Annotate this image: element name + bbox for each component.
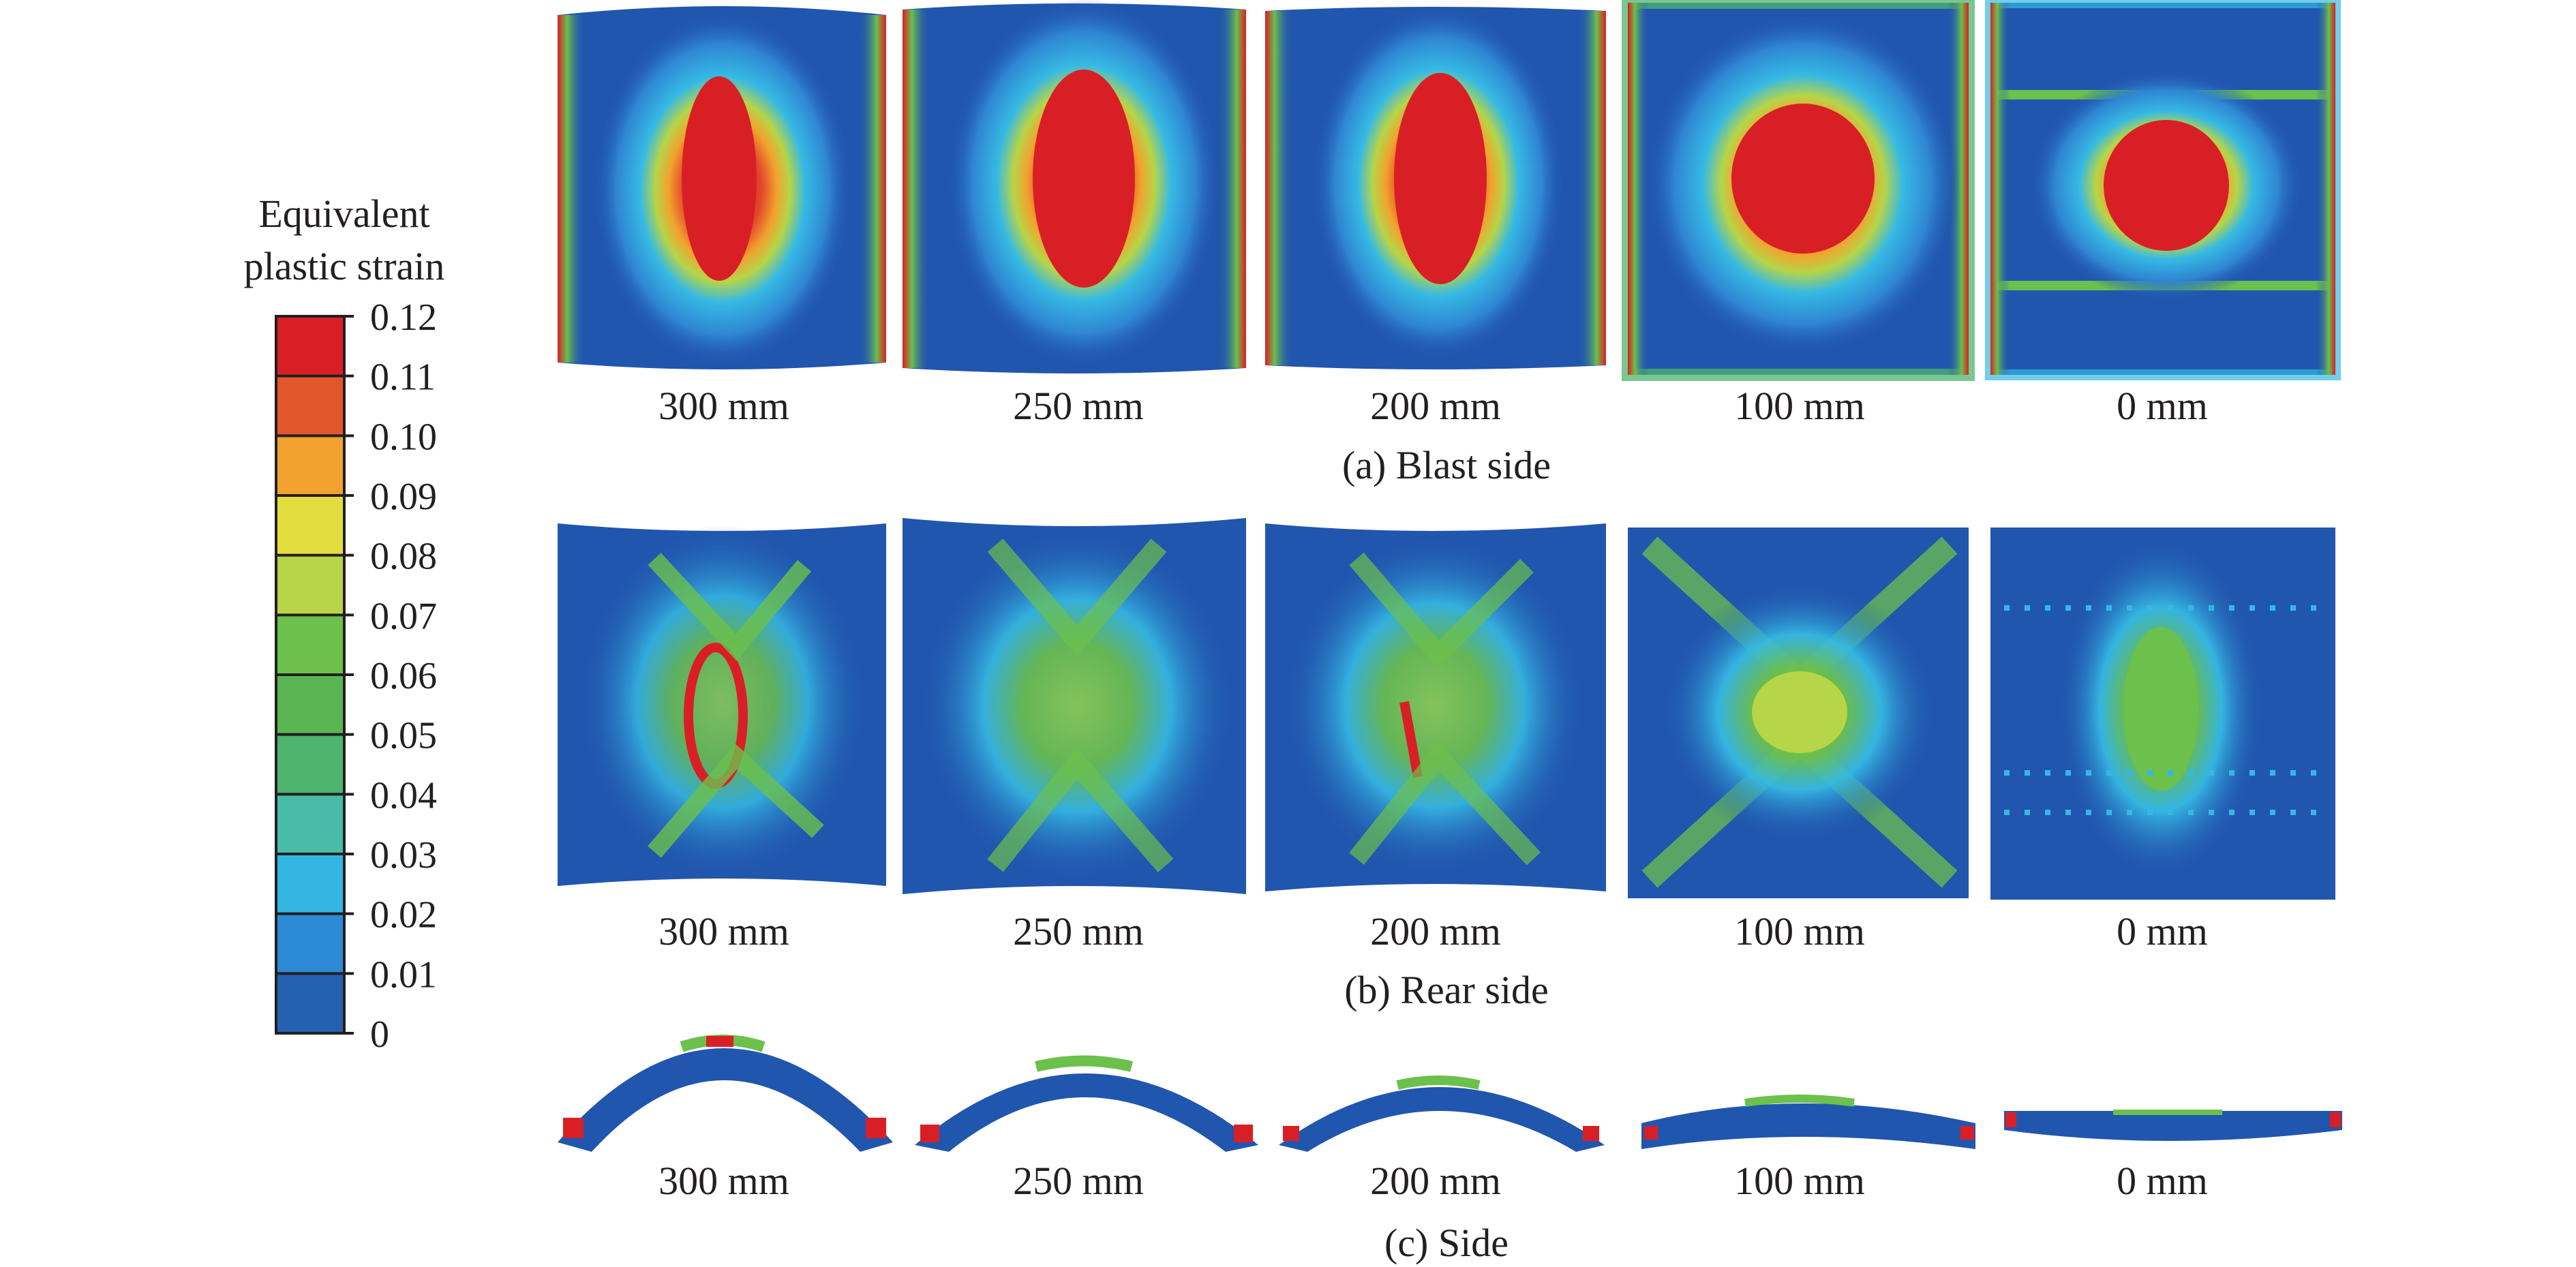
panel-label-rear: 100 mm [1734, 909, 1865, 953]
row-side-caption: (c) Side [1384, 1221, 1509, 1265]
blast-panel-100mm [1622, 0, 1975, 381]
legend-title-line1: Equivalent [258, 192, 429, 236]
panel-label-side: 100 mm [1734, 1159, 1865, 1203]
panel-label-side: 250 mm [1013, 1159, 1144, 1203]
row-side: 300 mm 250 mm 200 mm 100 mm 0 mm (c) Side [558, 1035, 2342, 1265]
legend-tick-label: 0 [370, 1013, 389, 1056]
legend-tick-label: 0.10 [370, 416, 437, 458]
side-panel-100mm [1641, 1095, 1975, 1149]
panel-label-side: 300 mm [658, 1159, 789, 1203]
panel-label-blast: 300 mm [658, 384, 789, 428]
blast-panel-300mm [558, 6, 886, 369]
rear-panel-250mm [903, 518, 1246, 894]
legend-band [276, 794, 344, 855]
row-blast-labels: 300 mm 250 mm 200 mm 100 mm 0 mm [658, 384, 2208, 428]
legend-ticks: 0.12 0.11 0.10 0.09 0.08 0.07 0.06 0.05 0.04 0.03… [276, 296, 437, 1056]
blast-panel-250mm [903, 0, 1246, 373]
rear-panel-300mm [558, 523, 886, 886]
legend-tick-label: 0.06 [370, 655, 437, 697]
legend-band [276, 555, 344, 615]
blast-panel-200mm [1265, 5, 1606, 369]
legend-band [276, 734, 344, 795]
row-rear-caption: (b) Rear side [1344, 968, 1549, 1012]
legend-band [276, 495, 344, 556]
legend-band [276, 436, 344, 496]
side-panel-200mm [1279, 1075, 1605, 1152]
panel-label-rear: 250 mm [1013, 909, 1144, 953]
panel-label-rear: 300 mm [658, 909, 789, 953]
legend-band [276, 316, 344, 377]
legend-color-bar [276, 316, 344, 1034]
panel-label-rear: 200 mm [1370, 909, 1501, 953]
side-panel-250mm [915, 1055, 1258, 1152]
legend-tick-label: 0.12 [370, 296, 437, 339]
legend-tick-label: 0.02 [370, 894, 437, 936]
legend-tick-label: 0.01 [370, 953, 437, 996]
panel-label-side: 200 mm [1370, 1159, 1501, 1203]
legend-tick-label: 0.11 [370, 356, 436, 399]
side-panel-300mm [558, 1035, 893, 1152]
panel-label-blast: 0 mm [2117, 384, 2208, 428]
legend-band [276, 615, 344, 675]
rear-panel-100mm [1628, 528, 1969, 898]
legend-band [276, 854, 344, 915]
legend-title-line2: plastic strain [244, 244, 445, 288]
legend-tick-label: 0.09 [370, 476, 437, 518]
row-rear-side: 300 mm 250 mm 200 mm 100 mm 0 mm (b) Rear si… [558, 518, 2335, 1012]
panel-label-blast: 200 mm [1370, 384, 1501, 428]
legend-tick-label: 0.05 [370, 715, 437, 757]
legend-tick-label: 0.08 [370, 536, 437, 578]
rear-panel-0mm [1990, 528, 2335, 900]
rear-panel-200mm [1265, 523, 1606, 891]
legend: Equivalent plastic strain 0.120.110.100.… [244, 192, 445, 1056]
legend-band [276, 913, 344, 974]
legend-band [276, 376, 344, 436]
legend-band [276, 973, 344, 1034]
blast-panel-0mm [1985, 0, 2341, 380]
row-rear-labels: 300 mm 250 mm 200 mm 100 mm 0 mm [658, 909, 2208, 953]
legend-tick-label: 0.03 [370, 834, 437, 876]
panel-label-rear: 0 mm [2117, 909, 2208, 953]
row-blast-caption: (a) Blast side [1342, 443, 1551, 487]
panel-label-side: 0 mm [2117, 1159, 2208, 1203]
row-side-labels: 300 mm 250 mm 200 mm 100 mm 0 mm [658, 1159, 2208, 1203]
panel-label-blast: 100 mm [1734, 384, 1865, 428]
legend-tick-label: 0.04 [370, 774, 437, 816]
legend-band [276, 675, 344, 735]
legend-tick-label: 0.07 [370, 595, 437, 637]
panel-label-blast: 250 mm [1013, 384, 1144, 428]
side-panel-0mm [2004, 1110, 2342, 1141]
row-blast-side: 300 mm 250 mm 200 mm 100 mm 0 mm (a) Blast s… [558, 0, 2341, 487]
